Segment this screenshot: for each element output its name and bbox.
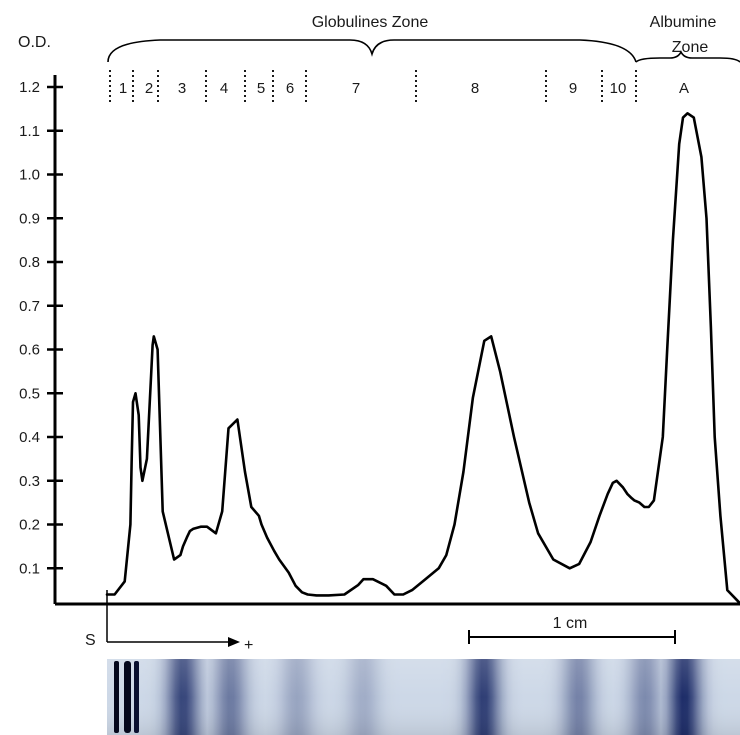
y-tick-label: 1.1: [19, 123, 40, 140]
gel-origin-slot-2: [124, 661, 131, 733]
fraction-label: A: [679, 80, 689, 97]
y-axis-label: O.D.: [18, 34, 51, 51]
y-tick-label: 0.1: [19, 560, 40, 577]
albumine-zone-title-line1: Albumine: [650, 14, 717, 31]
globulines-zone-brace: [107, 39, 637, 63]
fraction-label: 1: [119, 80, 127, 97]
globulines-zone-title: Globulines Zone: [312, 14, 429, 31]
albumine-zone-brace: [635, 50, 740, 63]
fraction-label: 6: [286, 80, 294, 97]
gel-strip-shading: [107, 659, 740, 735]
origin-label: S: [85, 632, 96, 649]
fraction-labels: 1 2 3 4 5 6 7 8 9 10 A: [119, 80, 689, 97]
fraction-label: 7: [352, 80, 360, 97]
scale-bar-label: 1 cm: [553, 615, 588, 632]
y-tick-label: 0.2: [19, 517, 40, 534]
y-tick-label: 1.0: [19, 167, 40, 184]
y-tick-label: 0.4: [19, 429, 40, 446]
fraction-label: 5: [257, 80, 265, 97]
fraction-label: 8: [471, 80, 479, 97]
fraction-dividers: [109, 70, 637, 105]
y-tick-label: 1.2: [19, 79, 40, 96]
y-tick-label: 0.5: [19, 385, 40, 402]
gel-origin-slot-1: [114, 661, 119, 733]
fraction-label: 4: [220, 80, 228, 97]
y-tick-label: 0.9: [19, 210, 40, 227]
y-ticks: 0.1 0.2 0.3 0.4 0.5 0.6 0.7 0.8 0.9 1.0 1.1 1.2: [19, 79, 63, 577]
fraction-label: 3: [178, 80, 186, 97]
y-tick-label: 0.8: [19, 254, 40, 271]
gel-origin-slot-3: [134, 661, 139, 733]
od-curve: [105, 112, 740, 605]
direction-label: +: [244, 637, 253, 654]
y-tick-label: 0.3: [19, 473, 40, 490]
y-tick-label: 0.7: [19, 298, 40, 315]
fraction-label: 10: [610, 80, 627, 97]
fraction-label: 9: [569, 80, 577, 97]
fraction-label: 2: [145, 80, 153, 97]
y-tick-label: 0.6: [19, 342, 40, 359]
direction-arrow-head: [228, 637, 240, 647]
albumine-zone-title-line2: Zone: [672, 39, 709, 56]
